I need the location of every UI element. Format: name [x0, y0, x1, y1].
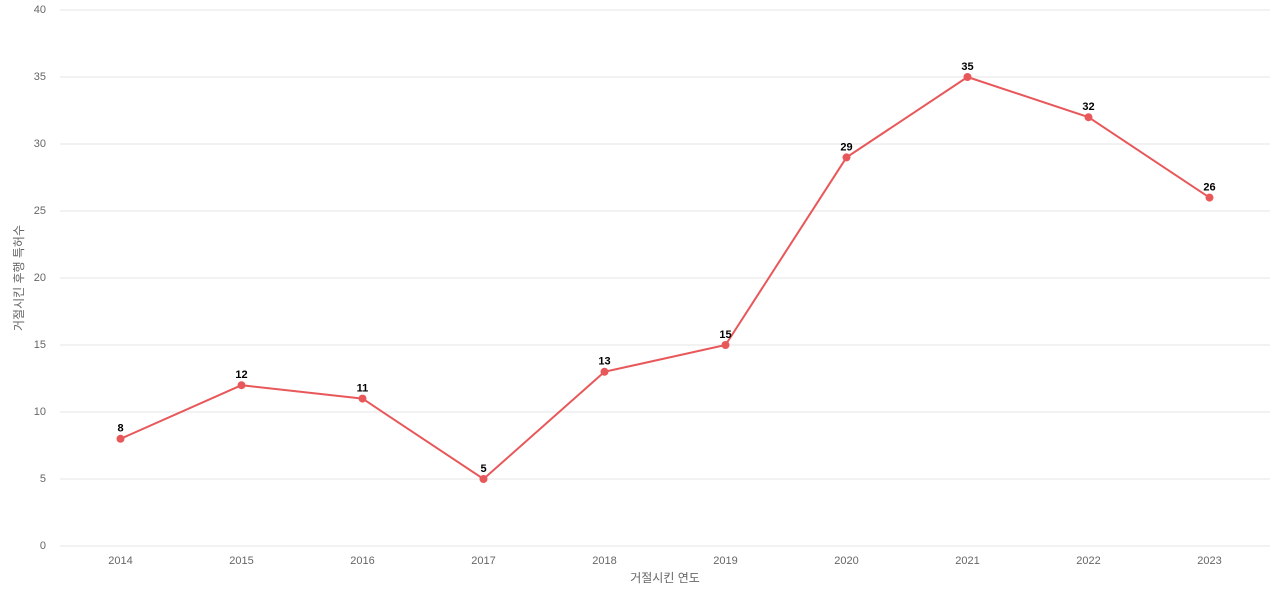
- y-tick-label: 25: [34, 205, 46, 217]
- point: [116, 434, 125, 443]
- point: [479, 475, 488, 483]
- data-label: 26: [1203, 182, 1215, 194]
- point: [1084, 113, 1093, 122]
- y-tick-label: 15: [34, 339, 46, 351]
- data-label: 15: [719, 329, 731, 341]
- data-label: 5: [480, 463, 486, 475]
- x-axis-title: 거절시킨 연도: [630, 571, 700, 585]
- data-label: 8: [117, 423, 123, 435]
- y-tick-label: 5: [40, 473, 46, 485]
- data-label: 12: [235, 369, 247, 381]
- line: [120, 75, 1211, 481]
- data-label: 29: [840, 141, 852, 153]
- data-label: 13: [598, 356, 610, 368]
- x-tick-label: 2018: [592, 555, 616, 567]
- data-label: 32: [1082, 101, 1094, 113]
- x-tick-label: 2015: [229, 555, 253, 567]
- point: [963, 73, 972, 81]
- y-tick-label: 10: [34, 406, 46, 418]
- x-tick-label: 2023: [1197, 555, 1221, 567]
- y-tick-label: 30: [34, 138, 46, 150]
- point: [358, 394, 367, 403]
- x-tick-label: 2016: [350, 555, 374, 567]
- y-axis-title: 거절시킨 후행 특허수: [11, 225, 26, 331]
- y-tick-label: 0: [40, 540, 46, 552]
- y-tick-label: 20: [34, 272, 46, 284]
- point: [1205, 193, 1214, 202]
- x-tick-label: 2022: [1076, 555, 1100, 567]
- data-label: 35: [961, 61, 973, 73]
- point: [600, 367, 609, 376]
- x-tick-label: 2021: [955, 555, 979, 567]
- data-label: 11: [357, 383, 369, 395]
- x-tick-label: 2014: [108, 555, 132, 567]
- x-tick-label: 2019: [713, 555, 737, 567]
- x-tick-label: 2020: [834, 555, 858, 567]
- point: [237, 381, 246, 390]
- point: [842, 153, 851, 162]
- y-tick-label: 35: [34, 71, 46, 83]
- x-tick-label: 2017: [471, 555, 495, 567]
- y-tick-label: 40: [34, 4, 46, 16]
- point: [721, 341, 730, 349]
